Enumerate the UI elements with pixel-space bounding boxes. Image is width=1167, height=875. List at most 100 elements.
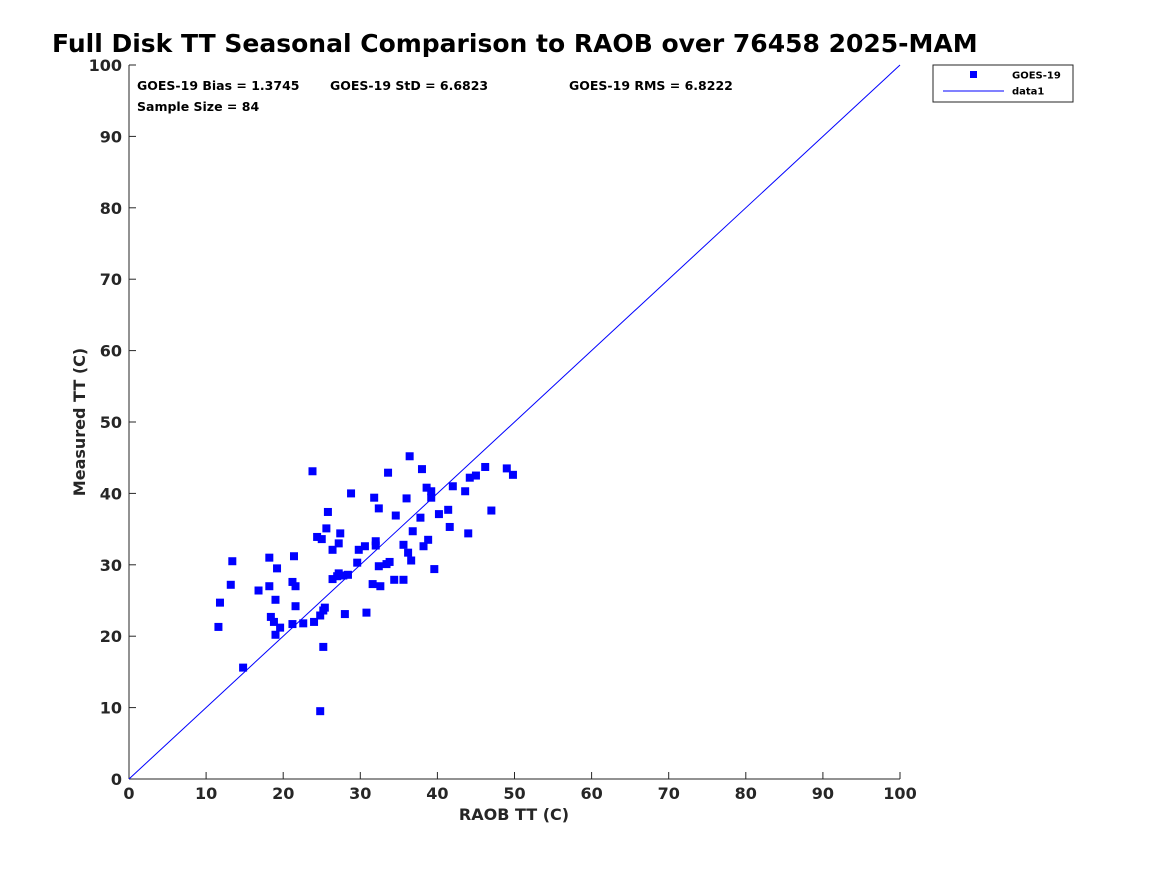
y-tick-label: 40 bbox=[100, 484, 122, 503]
data-point bbox=[407, 556, 416, 565]
x-tick-label: 100 bbox=[883, 784, 916, 803]
x-tick-label: 60 bbox=[580, 784, 602, 803]
data-point bbox=[416, 513, 425, 522]
data-point bbox=[430, 565, 439, 574]
data-point bbox=[291, 602, 300, 611]
data-point bbox=[343, 570, 352, 579]
data-point bbox=[328, 575, 337, 584]
data-point bbox=[374, 504, 383, 513]
data-point bbox=[384, 468, 393, 477]
stat-sample-size: Sample Size = 84 bbox=[137, 99, 259, 114]
data-point bbox=[276, 623, 285, 632]
data-point bbox=[239, 663, 248, 672]
data-point bbox=[424, 535, 433, 544]
data-point bbox=[502, 464, 511, 473]
data-point bbox=[271, 595, 280, 604]
data-point bbox=[299, 619, 308, 628]
data-point bbox=[434, 510, 443, 519]
x-tick-label: 90 bbox=[812, 784, 834, 803]
x-tick-label: 20 bbox=[272, 784, 294, 803]
data-point bbox=[273, 564, 282, 573]
legend-label-data1: data1 bbox=[1012, 87, 1044, 98]
data-point bbox=[405, 452, 414, 461]
x-tick-label: 10 bbox=[195, 784, 217, 803]
data-point bbox=[461, 487, 470, 496]
data-point bbox=[214, 622, 223, 631]
y-tick-label: 70 bbox=[100, 270, 122, 289]
x-tick-label: 70 bbox=[658, 784, 680, 803]
data-point bbox=[444, 505, 453, 514]
y-tick-label: 30 bbox=[100, 556, 122, 575]
stat-bias: GOES-19 Bias = 1.3745 bbox=[137, 78, 299, 93]
data-point bbox=[340, 610, 349, 619]
data-point bbox=[360, 542, 369, 551]
chart-title: Full Disk TT Seasonal Comparison to RAOB… bbox=[52, 29, 978, 58]
data-point bbox=[481, 462, 490, 471]
one-to-one-line bbox=[128, 64, 901, 780]
data-point bbox=[336, 529, 345, 538]
data-point bbox=[448, 482, 457, 491]
data-point bbox=[322, 524, 331, 533]
x-tick-label: 0 bbox=[123, 784, 134, 803]
x-tick-label: 40 bbox=[426, 784, 448, 803]
data-point bbox=[417, 465, 426, 474]
data-point bbox=[215, 598, 224, 607]
data-point bbox=[308, 467, 317, 476]
x-axis-label: RAOB TT (C) bbox=[459, 805, 569, 824]
data-point bbox=[399, 575, 408, 584]
data-point bbox=[408, 527, 417, 536]
data-point bbox=[288, 577, 297, 586]
data-point bbox=[269, 617, 278, 626]
data-point bbox=[390, 575, 399, 584]
data-point bbox=[402, 494, 411, 503]
data-point bbox=[316, 611, 325, 620]
data-point bbox=[334, 539, 343, 548]
legend-box bbox=[932, 64, 1074, 103]
data-point bbox=[316, 707, 325, 716]
y-tick-label: 100 bbox=[89, 56, 122, 75]
y-tick-label: 60 bbox=[100, 342, 122, 361]
data-point bbox=[310, 617, 319, 626]
data-point bbox=[319, 642, 328, 651]
data-point bbox=[399, 540, 408, 549]
y-tick-label: 20 bbox=[100, 627, 122, 646]
data-point bbox=[391, 511, 400, 520]
legend-marker-goes19 bbox=[970, 71, 977, 78]
data-point bbox=[226, 580, 235, 589]
stat-std: GOES-19 StD = 6.6823 bbox=[330, 78, 488, 93]
data-point bbox=[353, 558, 362, 567]
data-point bbox=[288, 620, 297, 629]
data-point bbox=[328, 545, 337, 554]
data-point bbox=[228, 557, 237, 566]
y-tick-label: 0 bbox=[111, 770, 122, 789]
x-tick-label: 80 bbox=[735, 784, 757, 803]
data-point bbox=[404, 548, 413, 557]
data-point bbox=[354, 545, 363, 554]
x-tick-label: 30 bbox=[349, 784, 371, 803]
data-point bbox=[291, 582, 300, 591]
y-tick-label: 10 bbox=[100, 699, 122, 718]
data-point bbox=[339, 571, 348, 580]
data-point bbox=[445, 522, 454, 531]
y-tick-label: 90 bbox=[100, 127, 122, 146]
data-point bbox=[427, 487, 436, 496]
data-point bbox=[317, 535, 326, 544]
data-point bbox=[347, 489, 356, 498]
legend-label-goes19: GOES-19 bbox=[1012, 71, 1061, 82]
data-point bbox=[427, 493, 436, 502]
data-point bbox=[313, 532, 322, 541]
y-axis-label: Measured TT (C) bbox=[70, 348, 89, 496]
data-point bbox=[266, 612, 275, 621]
data-point bbox=[471, 471, 480, 480]
legend: GOES-19 data1 bbox=[932, 64, 1074, 103]
y-tick-label: 50 bbox=[100, 413, 122, 432]
data-point bbox=[362, 608, 371, 617]
data-point bbox=[464, 529, 473, 538]
data-point bbox=[368, 580, 377, 589]
data-point bbox=[323, 507, 332, 516]
stat-rms: GOES-19 RMS = 6.8222 bbox=[569, 78, 733, 93]
data-point bbox=[376, 582, 385, 591]
data-point bbox=[374, 562, 383, 571]
